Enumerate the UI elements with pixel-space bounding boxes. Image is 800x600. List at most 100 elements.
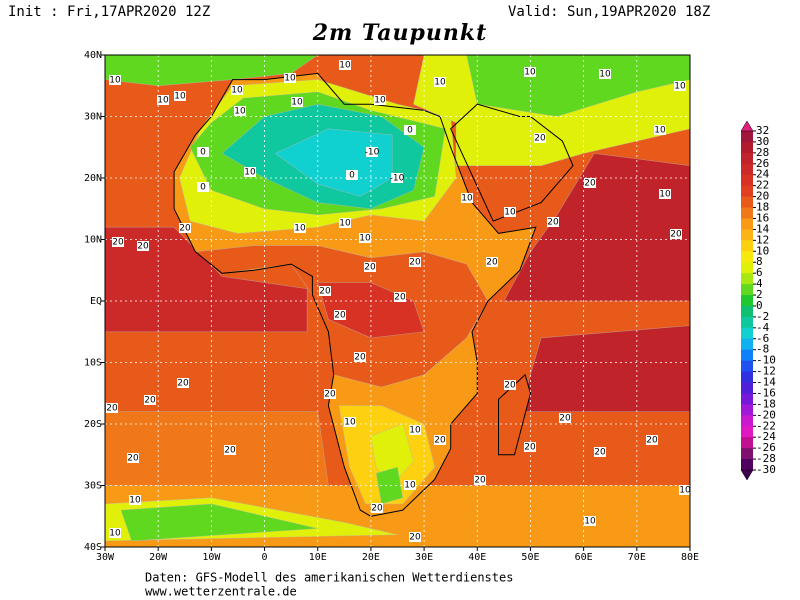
- x-tick-label: 0: [262, 552, 268, 563]
- colorbar-label: 6: [756, 266, 763, 279]
- contour-label-box: [354, 352, 366, 362]
- contour-label: 20: [524, 443, 536, 453]
- colorbar-label: -20: [756, 408, 776, 421]
- colorbar-segment: [741, 448, 753, 460]
- madagascar: [498, 373, 532, 456]
- contour-label: 10: [231, 86, 243, 96]
- colorbar-label: 12: [756, 233, 769, 246]
- colorbar-label: -24: [756, 430, 776, 443]
- field-shape: [375, 466, 404, 505]
- contour-label-box: [394, 292, 406, 302]
- contour-label-box: [524, 67, 536, 77]
- contour-label: 20: [594, 448, 606, 458]
- colorbar-label: 24: [756, 168, 770, 181]
- contour-label-box: [339, 218, 351, 228]
- colorbar-label: -16: [756, 386, 776, 399]
- contour-label-box: [374, 95, 386, 105]
- contour-label-box: [404, 125, 416, 135]
- colorbar-label: -12: [756, 365, 776, 378]
- contour-label: 20: [584, 179, 596, 189]
- colorbar-segment: [741, 251, 753, 263]
- contour-label-box: [144, 395, 156, 405]
- contour-label: 10: [339, 61, 351, 71]
- colorbar-segment: [741, 284, 753, 296]
- colorbar-segment: [741, 174, 753, 187]
- colorbar-label: -28: [756, 452, 776, 465]
- x-tick-label: 40E: [468, 552, 486, 563]
- contour-label: 20: [112, 238, 124, 248]
- contour-label-box: [391, 173, 403, 183]
- contour-label: -10: [390, 174, 405, 184]
- contour-label-box: [177, 378, 189, 388]
- contour-label-box: [112, 237, 124, 247]
- contour-label-box: [547, 217, 559, 227]
- contour-label: 20: [137, 242, 149, 252]
- footer-source: Daten: GFS-Modell des amerikanischen Wet…: [145, 571, 513, 585]
- contour-label: 20: [504, 381, 516, 391]
- contour-label-box: [486, 257, 498, 267]
- contour-label: 10: [129, 496, 141, 506]
- contour-label: 10: [404, 481, 416, 491]
- contour-label: 20: [106, 404, 118, 414]
- colorbar-label: 26: [756, 157, 769, 170]
- contour-label: 10: [294, 224, 306, 234]
- y-tick-label: 30S: [84, 481, 102, 492]
- coastline: [173, 72, 537, 517]
- colorbar-segment: [741, 305, 753, 318]
- footer-site: www.wetterzentrale.de: [145, 585, 297, 599]
- contour-label-box: [670, 229, 682, 239]
- contour-label: 20: [434, 436, 446, 446]
- colorbar-label: 22: [756, 179, 769, 192]
- colorbar-segment: [741, 316, 753, 329]
- x-tick-label: 70E: [628, 552, 646, 563]
- contour-label: 10: [174, 92, 186, 102]
- contour-label: 10: [344, 418, 356, 428]
- colorbar-label: -18: [756, 397, 776, 410]
- colorbar-label: 30: [756, 135, 769, 148]
- contour-label: 20: [371, 504, 383, 514]
- contour-label-box: [179, 223, 191, 233]
- contour-label-box: [109, 528, 121, 538]
- colorbar-segment: [741, 371, 753, 384]
- colorbar-label: -26: [756, 441, 776, 454]
- y-tick-label: 20N: [84, 173, 102, 184]
- x-tick-label: 30E: [415, 552, 433, 563]
- contour-label-box: [197, 182, 209, 192]
- x-tick-label: 60E: [575, 552, 593, 563]
- contour-label-box: [409, 425, 421, 435]
- contour-label-box: [359, 233, 371, 243]
- colorbar-segment: [741, 131, 753, 143]
- contour-label: 20: [474, 476, 486, 486]
- map-title: 2m Taupunkt: [312, 20, 488, 46]
- x-tick-label: 20W: [149, 552, 168, 563]
- contour-label: 10: [461, 194, 473, 204]
- contour-label: 10: [504, 208, 516, 218]
- contour-label: 20: [559, 414, 571, 424]
- contour-label-box: [584, 516, 596, 526]
- colorbar-label: 2: [756, 288, 763, 301]
- colorbar-label: 20: [756, 190, 769, 203]
- colorbar-segment: [741, 327, 753, 340]
- colorbar-segment: [741, 415, 753, 427]
- contour-label: 20: [319, 287, 331, 297]
- contour-label-box: [157, 95, 169, 105]
- init-time: Init : Fri,17APR2020 12Z: [8, 4, 210, 20]
- valid-time: Valid: Sun,19APR2020 18Z: [508, 4, 710, 20]
- contour-label-box: [244, 167, 256, 177]
- contour-label: 10: [659, 190, 671, 200]
- contour-label-box: [324, 389, 336, 399]
- contour-label: 20: [334, 311, 346, 321]
- contour-label: 20: [394, 293, 406, 303]
- contour-label-box: [646, 435, 658, 445]
- contour-label-box: [234, 106, 246, 116]
- colorbar-label: -14: [756, 376, 776, 389]
- colorbar-segment: [741, 426, 753, 438]
- contour-label: 0: [200, 148, 206, 158]
- colorbar-segment: [741, 196, 753, 209]
- colorbar-segment: [741, 262, 753, 274]
- x-tick-label: 30W: [96, 552, 115, 563]
- colorbar-segment: [741, 218, 753, 230]
- contour-label: 20: [127, 454, 139, 464]
- colorbar-segment: [741, 393, 753, 405]
- colorbar-bottom-arrow: [740, 469, 754, 481]
